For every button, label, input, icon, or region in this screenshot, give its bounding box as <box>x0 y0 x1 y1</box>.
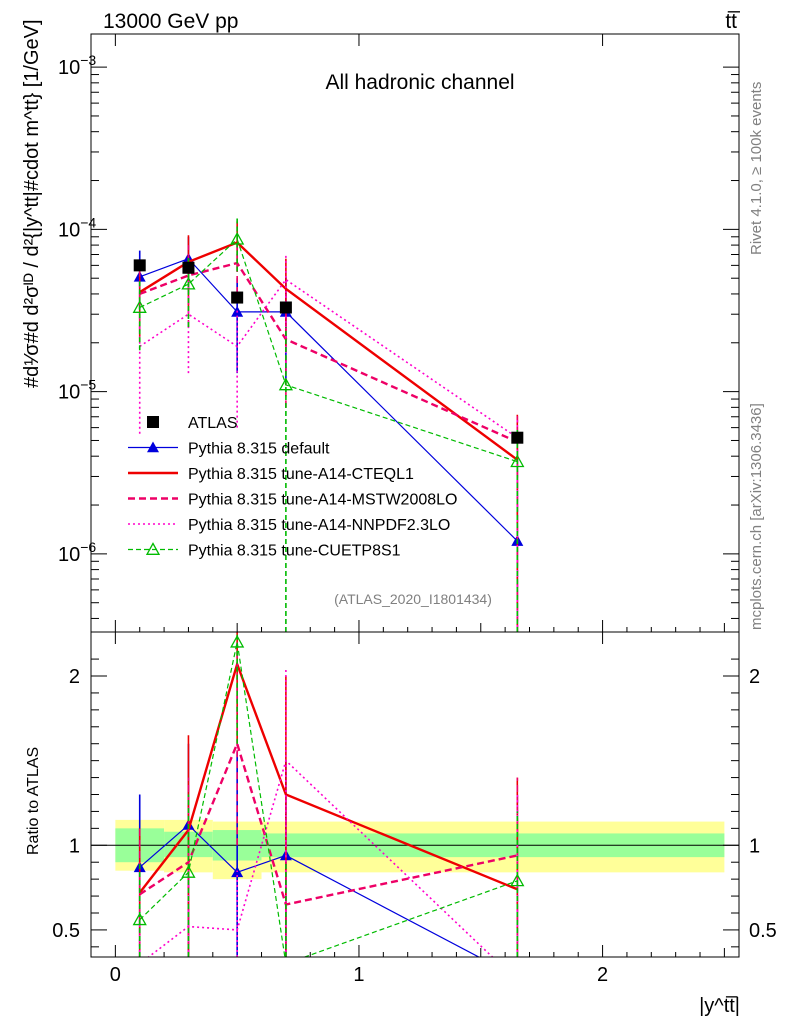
y-tick-label-main-2: 10−5 <box>58 377 96 404</box>
y-axis-label-ratio: Ratio to ATLAS <box>25 747 42 855</box>
pythia-8-315-tune-cuetp8s1-line <box>139 238 518 463</box>
pythia-8-315-tune-a14-nnpdf2-3lo-line <box>139 278 518 439</box>
legend-marker-atlas <box>147 416 159 428</box>
y-tick-label-main-0: 10−3 <box>58 52 96 79</box>
x-tick-label-2: 2 <box>597 964 608 986</box>
pythia-8-315-tune-cuetp8s1-point-4 <box>510 454 525 468</box>
pythia-8-315-tune-cuetp8s1-ratio-point-4 <box>510 873 525 887</box>
x-tick-label-0: 0 <box>110 964 121 986</box>
analysis-label: (ATLAS_2020_I1801434) <box>334 591 492 607</box>
pythia-8-315-tune-a14-mstw2008lo-ratio-line <box>139 740 518 906</box>
main-panel: 10−3 10−4 10−5 10−6 <box>58 34 739 632</box>
y-tick-label-main-3: 10−6 <box>58 539 96 566</box>
legend-label-pythia-8-315-tune-a14-nnpdf2-3lo: Pythia 8.315 tune-A14-NNPDF2.3LO <box>188 517 450 534</box>
y-tick-label-ratio-0: 0.5 <box>52 920 80 942</box>
pythia-8-315-tune-cuetp8s1-ratio-point-1 <box>181 865 196 878</box>
y-tick-label-ratio-right-2: 2 <box>749 666 760 688</box>
x-tick-label-1: 1 <box>353 964 364 986</box>
legend-label-pythia-8-315-tune-a14-cteql1: Pythia 8.315 tune-A14-CTEQL1 <box>188 466 414 483</box>
rivet-label: Rivet 4.1.0, ≥ 100k events <box>748 82 765 255</box>
y-axis-label-main: #d¹⁄σ#d d²σᴵᴰ / d²{|y^tt|#cdot m^tt} [1/… <box>21 19 43 388</box>
atlas-point-1 <box>182 261 195 274</box>
pythia-8-315-tune-cuetp8s1-point-3 <box>278 377 293 391</box>
y-tick-label-ratio-1: 1 <box>69 835 80 857</box>
ratio-frame <box>90 631 740 958</box>
ratio-panel: 0 1 2 0.5 0.5 1 1 2 2 <box>52 632 777 986</box>
process-label: tt̅ <box>725 10 741 33</box>
legend-marker-pythia-8-315-tune-cuetp8s1 <box>145 542 161 555</box>
legend-label-pythia-8-315-default: Pythia 8.315 default <box>188 441 330 458</box>
legend-marker-pythia-8-315-default <box>147 441 159 453</box>
pythia-8-315-tune-cuetp8s1-point-2 <box>230 231 245 245</box>
pythia-8-315-tune-cuetp8s1-ratio-point-2 <box>230 634 245 648</box>
y-tick-label-ratio-right-1: 1 <box>749 835 760 857</box>
chart-title: All hadronic channel <box>325 71 514 94</box>
y-tick-label-ratio-right-0: 0.5 <box>749 920 777 942</box>
y-tick-label-main-1: 10−4 <box>58 214 96 241</box>
pythia-8-315-tune-a14-nnpdf2-3lo-ratio-line <box>147 759 494 957</box>
legend-label-atlas: ATLAS <box>188 415 238 432</box>
legend: ATLAS Pythia 8.315 default Pythia 8.315 tu… <box>128 415 457 560</box>
energy-label: 13000 GeV pp <box>103 10 238 33</box>
legend-label-pythia-8-315-tune-a14-mstw2008lo: Pythia 8.315 tune-A14-MSTW2008LO <box>188 492 457 509</box>
atlas-point-4 <box>511 431 524 444</box>
atlas-point-0 <box>133 259 146 272</box>
pythia-8-315-tune-cuetp8s1-ratio-point-0 <box>132 912 147 926</box>
atlas-point-3 <box>279 301 292 314</box>
y-tick-label-ratio-2: 2 <box>69 666 80 688</box>
mcplots-label: mcplots.cern.ch [arXiv:1306.3436] <box>748 403 765 630</box>
atlas-point-2 <box>231 291 244 304</box>
pythia-8-315-tune-cuetp8s1-point-1 <box>181 276 196 290</box>
legend-label-pythia-8-315-tune-cuetp8s1: Pythia 8.315 tune-CUETP8S1 <box>188 543 401 560</box>
pythia-8-315-tune-cuetp8s1-point-0 <box>132 300 147 313</box>
x-axis-label: |y^tt̅| <box>699 995 740 1017</box>
